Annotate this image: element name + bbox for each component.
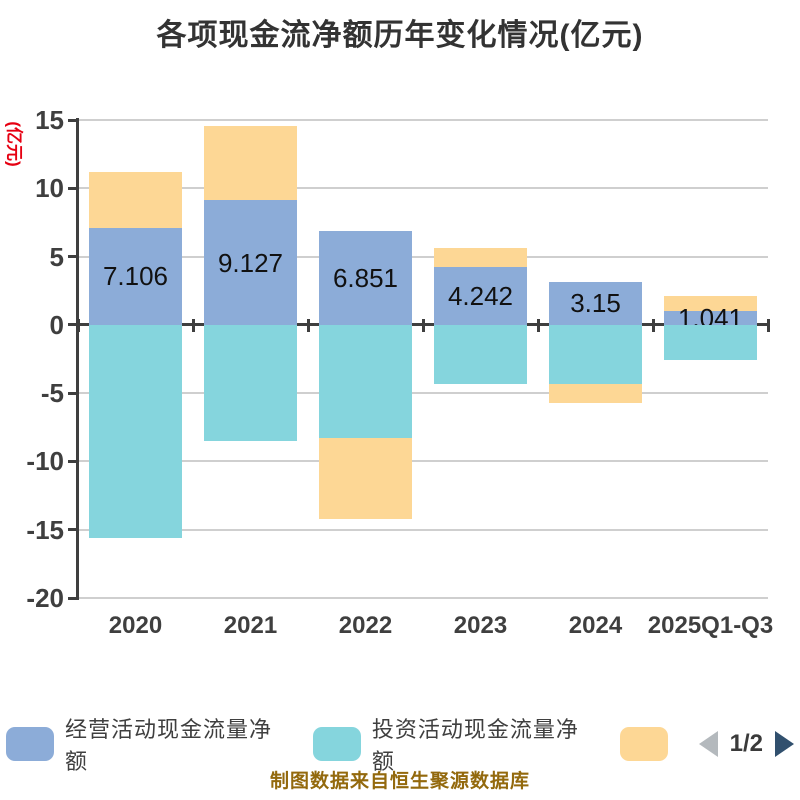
y-axis-tick [68, 255, 78, 259]
bar-segment-2021-series3[interactable] [204, 126, 297, 201]
y-axis-tick [68, 118, 78, 122]
bar-segment-2024-series2[interactable] [549, 324, 642, 384]
bar-segment-2024-series3[interactable] [549, 383, 642, 403]
legend-item-2[interactable]: 投资活动现金流量净额 [312, 712, 599, 776]
bar-segment-2024-series1[interactable] [549, 281, 642, 325]
x-axis-label-2020: 2020 [108, 612, 163, 639]
bar-value-label: 6.851 [332, 263, 399, 294]
x-axis-tick [421, 318, 425, 332]
x-axis-tick [191, 318, 195, 332]
legend-item-3[interactable] [619, 727, 668, 761]
bar-segment-2020-series1[interactable] [89, 227, 182, 325]
gridline-y--20 [78, 597, 768, 599]
legend-items: 经营活动现金流量净额 投资活动现金流量净额 [6, 712, 689, 776]
gridline-y-5 [78, 255, 768, 258]
y-axis-tick [68, 391, 78, 395]
bar-value-label: 7.106 [102, 261, 169, 292]
x-axis-label-2021: 2021 [223, 612, 278, 639]
x-axis-label-2024: 2024 [568, 612, 623, 639]
bar-value-label: 9.127 [217, 247, 284, 278]
data-source-note: 制图数据来自恒生聚源数据库 [269, 771, 530, 792]
gridline-y--15 [78, 528, 768, 531]
x-axis-label-2025Q1-Q3: 2025Q1-Q3 [647, 612, 774, 639]
bar-segment-2021-series1[interactable] [204, 200, 297, 325]
bar-value-label: 3.15 [570, 288, 621, 319]
bar-segment-2025Q1-Q3-series3[interactable] [664, 295, 757, 311]
legend-item-1[interactable]: 经营活动现金流量净额 [6, 712, 292, 776]
y-axis-tick-label: 10 [35, 173, 64, 204]
legend-prev-icon[interactable] [698, 731, 718, 757]
bar-segment-2022-series3[interactable] [319, 438, 412, 519]
bar-segment-2021-series2[interactable] [204, 324, 297, 441]
bar-segment-2023-series2[interactable] [434, 324, 527, 384]
gridline-y--10 [78, 460, 768, 463]
bar-segment-2025Q1-Q3-series1[interactable] [664, 310, 757, 325]
y-axis-line [76, 118, 79, 600]
legend-swatch-1 [6, 727, 54, 761]
bar-value-label: 4.242 [447, 280, 514, 311]
y-axis-tick [68, 186, 78, 190]
gridline-y-10 [78, 187, 768, 190]
bar-segment-2020-series3[interactable] [89, 171, 182, 228]
x-axis-label-2023: 2023 [453, 612, 508, 639]
x-axis-tick [766, 318, 770, 332]
bar-segment-2022-series2[interactable] [319, 324, 412, 439]
y-axis-tick [68, 323, 78, 327]
legend-pager: 1/2 [698, 730, 794, 758]
y-axis-tick-label: -20 [26, 583, 64, 613]
y-axis-tick-label: 0 [49, 309, 64, 340]
legend-swatch-2 [312, 727, 361, 761]
x-axis-tick [651, 318, 655, 332]
x-axis-tick [76, 318, 80, 332]
legend-label-1: 经营活动现金流量净额 [65, 717, 273, 774]
y-axis-tick-label: -10 [26, 446, 64, 477]
y-axis-tick-label: 5 [49, 241, 64, 272]
legend-page-indicator: 1/2 [729, 730, 763, 757]
bar-segment-2023-series1[interactable] [434, 266, 527, 325]
y-axis-tick-label: 15 [35, 105, 64, 135]
x-axis-label-2022: 2022 [338, 612, 393, 639]
legend-next-icon[interactable] [775, 731, 794, 757]
x-axis-tick [536, 318, 540, 332]
gridline-y-15 [78, 119, 768, 121]
y-axis-tick-label: -5 [40, 378, 64, 409]
bar-segment-2020-series2[interactable] [89, 324, 182, 538]
x-axis-tick [306, 318, 310, 332]
gridline-y--5 [78, 392, 768, 395]
y-axis-tick-label: -15 [26, 514, 64, 545]
y-axis-tick [68, 596, 78, 600]
legend-label-2: 投资活动现金流量净额 [371, 717, 579, 774]
legend-swatch-3 [619, 727, 668, 761]
legend: 经营活动现金流量净额 投资活动现金流量净额 1/2 [0, 712, 800, 776]
bar-segment-2023-series3[interactable] [434, 247, 527, 267]
bar-segment-2025Q1-Q3-series2[interactable] [664, 324, 757, 361]
y-axis-tick [68, 459, 78, 463]
bar-segment-2022-series1[interactable] [319, 231, 412, 325]
y-axis-tick [68, 528, 78, 532]
chart-title: 各项现金流净额历年变化情况(亿元) [156, 19, 644, 52]
